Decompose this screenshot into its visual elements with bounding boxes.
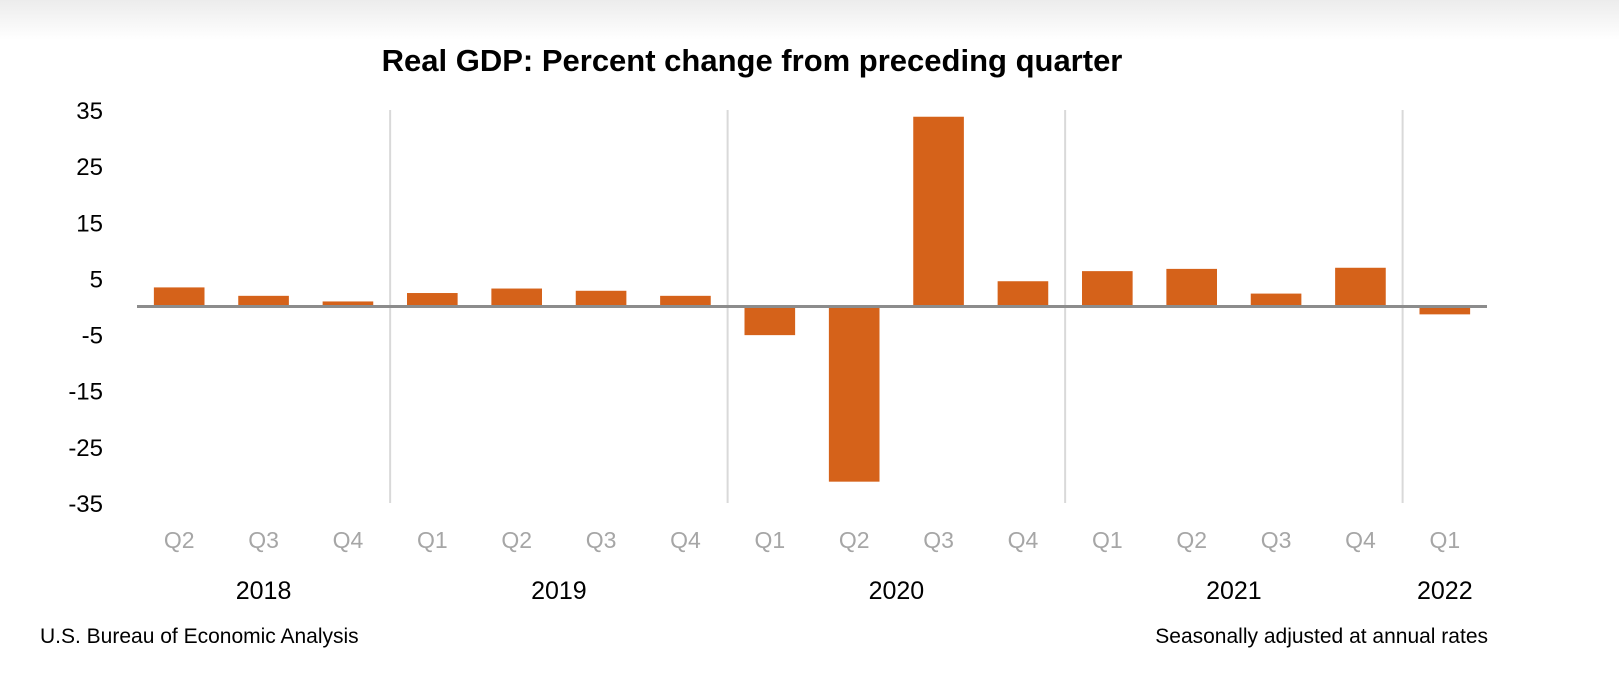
y-tick-label: -15 xyxy=(68,379,103,406)
bar xyxy=(1082,271,1133,307)
bar xyxy=(660,295,711,307)
y-tick-label: 15 xyxy=(76,210,103,237)
y-tick-label: -25 xyxy=(68,435,103,462)
rate-footnote: Seasonally adjusted at annual rates xyxy=(1155,625,1488,648)
year-label: 2018 xyxy=(236,577,292,605)
bar xyxy=(997,281,1049,307)
bar xyxy=(238,295,289,307)
y-tick-label: 25 xyxy=(76,154,103,181)
bars xyxy=(153,116,1471,482)
bar xyxy=(1250,293,1302,307)
x-tick-label: Q3 xyxy=(1261,527,1292,553)
y-axis-ticks: 35 25 15 5 -5 -15 -25 -35 xyxy=(68,98,103,518)
x-tick-label: Q2 xyxy=(1176,527,1207,553)
bar xyxy=(744,306,796,336)
y-tick-label: 35 xyxy=(76,98,103,125)
x-tick-label: Q3 xyxy=(923,527,954,553)
chart-title: Real GDP: Percent change from preceding … xyxy=(382,43,1123,78)
bar xyxy=(1419,306,1471,315)
x-tick-label: Q2 xyxy=(501,527,532,553)
bar xyxy=(153,287,205,307)
source-footnote: U.S. Bureau of Economic Analysis xyxy=(40,625,359,648)
x-tick-label: Q4 xyxy=(670,527,701,553)
bar xyxy=(828,306,880,482)
x-axis-year-labels: 2018 2019 2020 2021 2022 xyxy=(236,577,1473,605)
top-band xyxy=(0,0,1619,40)
x-tick-label: Q1 xyxy=(1429,527,1460,553)
year-label: 2021 xyxy=(1206,577,1262,605)
bar xyxy=(1335,267,1386,307)
x-axis-quarter-labels: Q2 Q3 Q4 Q1 Q2 Q3 Q4 Q1 Q2 Q3 Q4 Q1 Q2 Q3 Q4 Q1 xyxy=(164,527,1460,553)
x-tick-label: Q1 xyxy=(1092,527,1123,553)
bar xyxy=(407,293,458,307)
bar xyxy=(1166,268,1217,307)
bar xyxy=(491,288,542,307)
x-tick-label: Q3 xyxy=(248,527,279,553)
y-tick-label: -35 xyxy=(68,491,103,518)
x-tick-label: Q3 xyxy=(586,527,617,553)
x-tick-label: Q2 xyxy=(164,527,195,553)
x-tick-label: Q4 xyxy=(1345,527,1376,553)
x-tick-label: Q4 xyxy=(1008,527,1039,553)
x-tick-label: Q1 xyxy=(754,527,785,553)
year-label: 2019 xyxy=(531,577,587,605)
x-tick-label: Q1 xyxy=(417,527,448,553)
year-label: 2022 xyxy=(1417,577,1473,605)
y-tick-label: 5 xyxy=(90,266,103,293)
y-tick-label: -5 xyxy=(82,323,103,350)
year-label: 2020 xyxy=(869,577,925,605)
bar xyxy=(322,301,374,307)
bar xyxy=(913,116,964,307)
bar xyxy=(575,290,627,307)
x-tick-label: Q4 xyxy=(333,527,364,553)
x-tick-label: Q2 xyxy=(839,527,870,553)
